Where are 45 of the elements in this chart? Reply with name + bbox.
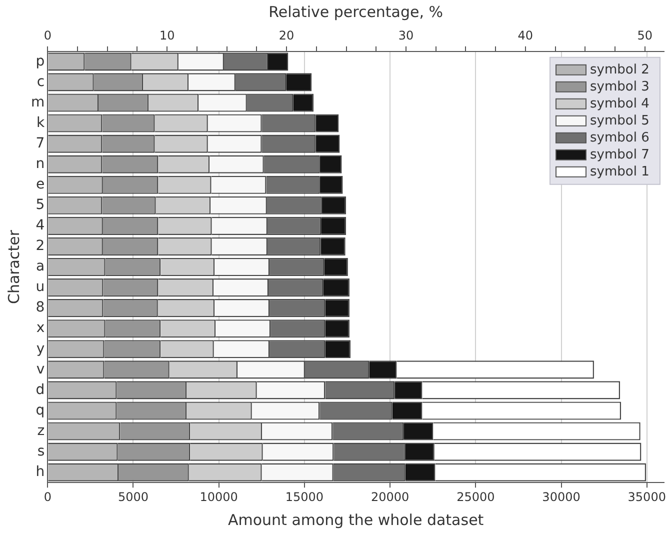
y-tick-label: v (36, 361, 45, 378)
y-tick-label: c (36, 74, 45, 90)
x-tick-label: 30000 (542, 490, 580, 504)
x-tick-label: 35000 (628, 490, 666, 504)
y-tick-label: a (36, 258, 45, 275)
y-tick-label: 7 (36, 135, 45, 152)
legend-label: symbol 2 (590, 62, 650, 78)
x-tick-label: 20000 (370, 490, 410, 504)
x-tick-label: 15000 (285, 490, 324, 504)
x2-axis-title: Relative percentage, % (268, 2, 444, 21)
y-tick-label: z (37, 422, 45, 439)
y-tick-label: d (36, 382, 45, 398)
x2-tick-label: 50 (637, 28, 653, 42)
x2-tick-label: 0 (44, 28, 52, 42)
x2-tick-label: 40 (518, 28, 534, 42)
x2-tick-label: 30 (398, 28, 414, 42)
y-tick-label: e (36, 176, 45, 193)
legend-label: symbol 1 (590, 164, 650, 180)
x-tick-label: 10000 (200, 490, 238, 504)
y-tick-label: x (36, 320, 45, 336)
y-tick-label: y (36, 340, 45, 357)
y-tick-label: 8 (36, 300, 45, 316)
y-tick-label: 2 (36, 238, 45, 254)
y-tick-label: q (36, 402, 45, 418)
legend-label: symbol 4 (590, 96, 650, 112)
x-tick-label: 5000 (118, 490, 149, 504)
x-axis-title: Amount among the whole dataset (228, 510, 484, 529)
legend-label: symbol 5 (590, 113, 650, 128)
y-tick-label: 5 (36, 197, 45, 214)
y-tick-label: p (36, 53, 45, 70)
y-tick-label: n (36, 156, 45, 172)
legend-label: symbol 7 (590, 147, 650, 162)
legend-label: symbol 3 (590, 79, 650, 94)
x2-tick-label: 10 (159, 28, 175, 42)
x-tick-label: 0 (44, 490, 52, 504)
y-tick-label: u (36, 279, 45, 296)
x2-tick-label: 20 (278, 28, 294, 42)
y-tick-label: s (37, 443, 45, 460)
y-tick-label: 4 (36, 218, 45, 234)
legend-label: symbol 6 (590, 130, 650, 146)
y-tick-label: h (36, 464, 45, 480)
y-tick-label: k (36, 114, 46, 131)
y-axis-title: Character (4, 229, 23, 304)
y-tick-label: m (30, 94, 45, 110)
x-tick-label: 25000 (456, 490, 495, 504)
